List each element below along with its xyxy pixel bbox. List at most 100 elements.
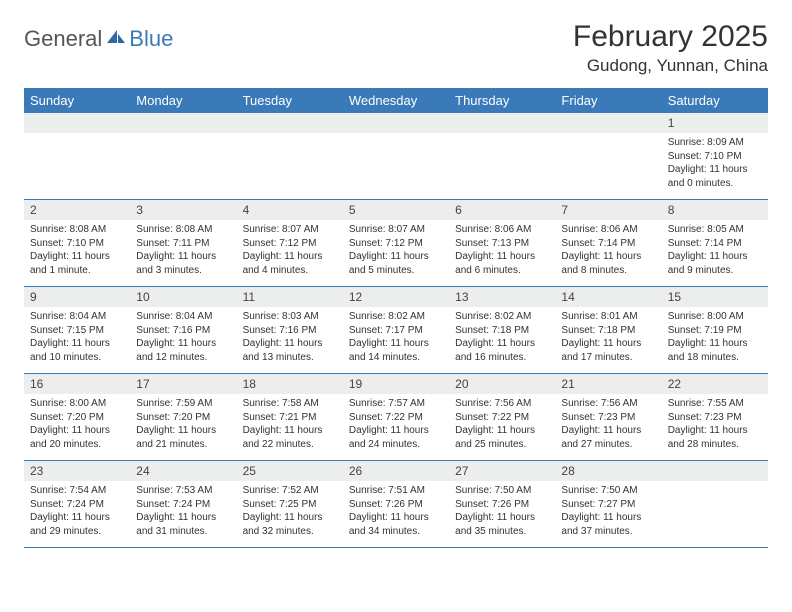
calendar-cell: 6Sunrise: 8:06 AMSunset: 7:13 PMDaylight… (449, 200, 555, 286)
day-number: 19 (343, 374, 449, 394)
calendar: SundayMondayTuesdayWednesdayThursdayFrid… (24, 88, 768, 548)
day-number: 20 (449, 374, 555, 394)
calendar-cell: .. (343, 113, 449, 199)
cell-body: Sunrise: 8:07 AMSunset: 7:12 PMDaylight:… (343, 220, 449, 283)
sunrise-text: Sunrise: 7:52 AM (243, 484, 337, 498)
sunrise-text: Sunrise: 8:06 AM (455, 223, 549, 237)
daylight-text: Daylight: 11 hours and 34 minutes. (349, 511, 443, 538)
day-number: 5 (343, 200, 449, 220)
calendar-cell: 2Sunrise: 8:08 AMSunset: 7:10 PMDaylight… (24, 200, 130, 286)
sunset-text: Sunset: 7:11 PM (136, 237, 230, 251)
sunrise-text: Sunrise: 8:04 AM (30, 310, 124, 324)
cell-body: Sunrise: 8:02 AMSunset: 7:18 PMDaylight:… (449, 307, 555, 370)
sunrise-text: Sunrise: 7:56 AM (561, 397, 655, 411)
day-number: 6 (449, 200, 555, 220)
day-number: 2 (24, 200, 130, 220)
weeks-container: ............1Sunrise: 8:09 AMSunset: 7:1… (24, 113, 768, 547)
cell-body: Sunrise: 8:03 AMSunset: 7:16 PMDaylight:… (237, 307, 343, 370)
sunset-text: Sunset: 7:18 PM (561, 324, 655, 338)
calendar-cell: 14Sunrise: 8:01 AMSunset: 7:18 PMDayligh… (555, 287, 661, 373)
sunrise-text: Sunrise: 8:03 AM (243, 310, 337, 324)
daylight-text: Daylight: 11 hours and 12 minutes. (136, 337, 230, 364)
sunrise-text: Sunrise: 7:55 AM (668, 397, 762, 411)
week-row: 16Sunrise: 8:00 AMSunset: 7:20 PMDayligh… (24, 373, 768, 460)
sunrise-text: Sunrise: 8:00 AM (30, 397, 124, 411)
sunset-text: Sunset: 7:25 PM (243, 498, 337, 512)
week-row: 2Sunrise: 8:08 AMSunset: 7:10 PMDaylight… (24, 199, 768, 286)
daylight-text: Daylight: 11 hours and 25 minutes. (455, 424, 549, 451)
sunset-text: Sunset: 7:21 PM (243, 411, 337, 425)
day-number: 9 (24, 287, 130, 307)
day-number: 16 (24, 374, 130, 394)
cell-body: Sunrise: 7:51 AMSunset: 7:26 PMDaylight:… (343, 481, 449, 544)
sunset-text: Sunset: 7:15 PM (30, 324, 124, 338)
daylight-text: Daylight: 11 hours and 5 minutes. (349, 250, 443, 277)
sunrise-text: Sunrise: 8:06 AM (561, 223, 655, 237)
calendar-cell: 5Sunrise: 8:07 AMSunset: 7:12 PMDaylight… (343, 200, 449, 286)
calendar-cell: 25Sunrise: 7:52 AMSunset: 7:25 PMDayligh… (237, 461, 343, 547)
calendar-cell: .. (24, 113, 130, 199)
day-number: 21 (555, 374, 661, 394)
calendar-cell: 7Sunrise: 8:06 AMSunset: 7:14 PMDaylight… (555, 200, 661, 286)
sunrise-text: Sunrise: 7:56 AM (455, 397, 549, 411)
cell-body: Sunrise: 8:08 AMSunset: 7:10 PMDaylight:… (24, 220, 130, 283)
calendar-cell: 19Sunrise: 7:57 AMSunset: 7:22 PMDayligh… (343, 374, 449, 460)
sunset-text: Sunset: 7:27 PM (561, 498, 655, 512)
cell-body: Sunrise: 8:09 AMSunset: 7:10 PMDaylight:… (662, 133, 768, 196)
sunset-text: Sunset: 7:17 PM (349, 324, 443, 338)
day-number: 8 (662, 200, 768, 220)
sunrise-text: Sunrise: 8:01 AM (561, 310, 655, 324)
calendar-cell: .. (237, 113, 343, 199)
daylight-text: Daylight: 11 hours and 35 minutes. (455, 511, 549, 538)
location-subtitle: Gudong, Yunnan, China (573, 56, 768, 76)
logo: General Blue (24, 20, 173, 52)
daylight-text: Daylight: 11 hours and 31 minutes. (136, 511, 230, 538)
sunrise-text: Sunrise: 8:02 AM (349, 310, 443, 324)
sunset-text: Sunset: 7:23 PM (668, 411, 762, 425)
cell-body: Sunrise: 8:06 AMSunset: 7:14 PMDaylight:… (555, 220, 661, 283)
daylight-text: Daylight: 11 hours and 32 minutes. (243, 511, 337, 538)
cell-body: Sunrise: 7:56 AMSunset: 7:23 PMDaylight:… (555, 394, 661, 457)
day-number: 27 (449, 461, 555, 481)
cell-body: Sunrise: 7:58 AMSunset: 7:21 PMDaylight:… (237, 394, 343, 457)
cell-body: Sunrise: 7:56 AMSunset: 7:22 PMDaylight:… (449, 394, 555, 457)
day-number: 18 (237, 374, 343, 394)
sunset-text: Sunset: 7:16 PM (243, 324, 337, 338)
calendar-cell: 16Sunrise: 8:00 AMSunset: 7:20 PMDayligh… (24, 374, 130, 460)
month-title: February 2025 (573, 20, 768, 54)
sunset-text: Sunset: 7:14 PM (668, 237, 762, 251)
day-number: 17 (130, 374, 236, 394)
day-number: 15 (662, 287, 768, 307)
sunset-text: Sunset: 7:12 PM (349, 237, 443, 251)
sunrise-text: Sunrise: 7:51 AM (349, 484, 443, 498)
sunset-text: Sunset: 7:18 PM (455, 324, 549, 338)
cell-body: Sunrise: 8:05 AMSunset: 7:14 PMDaylight:… (662, 220, 768, 283)
calendar-cell: 8Sunrise: 8:05 AMSunset: 7:14 PMDaylight… (662, 200, 768, 286)
sunrise-text: Sunrise: 7:50 AM (455, 484, 549, 498)
sunset-text: Sunset: 7:24 PM (30, 498, 124, 512)
day-number: 12 (343, 287, 449, 307)
cell-body: Sunrise: 7:50 AMSunset: 7:27 PMDaylight:… (555, 481, 661, 544)
daylight-text: Daylight: 11 hours and 28 minutes. (668, 424, 762, 451)
sunrise-text: Sunrise: 8:07 AM (349, 223, 443, 237)
daylight-text: Daylight: 11 hours and 27 minutes. (561, 424, 655, 451)
daylight-text: Daylight: 11 hours and 1 minute. (30, 250, 124, 277)
title-block: February 2025 Gudong, Yunnan, China (573, 20, 768, 76)
sunrise-text: Sunrise: 8:09 AM (668, 136, 762, 150)
sunrise-text: Sunrise: 7:54 AM (30, 484, 124, 498)
cell-body: Sunrise: 8:08 AMSunset: 7:11 PMDaylight:… (130, 220, 236, 283)
sunset-text: Sunset: 7:10 PM (668, 150, 762, 164)
daylight-text: Daylight: 11 hours and 24 minutes. (349, 424, 443, 451)
sunrise-text: Sunrise: 7:59 AM (136, 397, 230, 411)
cell-body: Sunrise: 7:50 AMSunset: 7:26 PMDaylight:… (449, 481, 555, 544)
cell-body: Sunrise: 7:59 AMSunset: 7:20 PMDaylight:… (130, 394, 236, 457)
cell-body: Sunrise: 8:04 AMSunset: 7:16 PMDaylight:… (130, 307, 236, 370)
calendar-cell: 22 Sunrise: 7:55 AMSunset: 7:23 PMDayligh… (662, 374, 768, 460)
sunset-text: Sunset: 7:22 PM (455, 411, 549, 425)
calendar-cell: 3Sunrise: 8:08 AMSunset: 7:11 PMDaylight… (130, 200, 236, 286)
weekday-header: Friday (555, 88, 661, 113)
logo-text-blue: Blue (129, 26, 173, 52)
day-number: 22 (662, 374, 768, 394)
weekday-header-row: SundayMondayTuesdayWednesdayThursdayFrid… (24, 88, 768, 113)
daylight-text: Daylight: 11 hours and 4 minutes. (243, 250, 337, 277)
